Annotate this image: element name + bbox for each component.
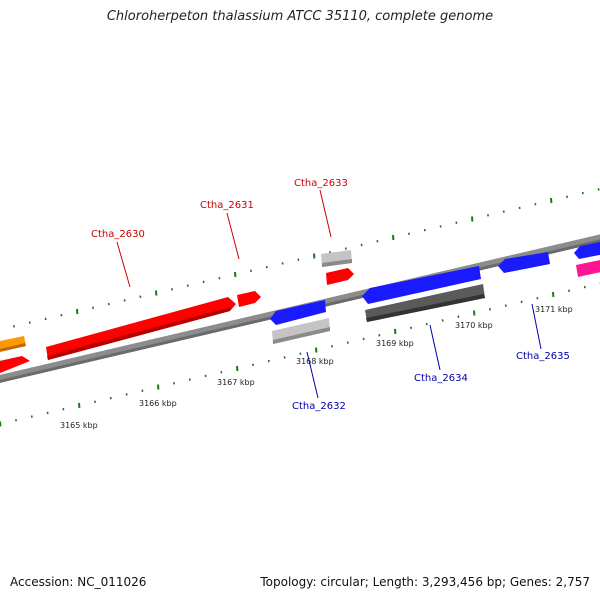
gene-ctha-2631-arrow[interactable]	[237, 291, 261, 307]
gene-label-ctha-2632[interactable]: Ctha_2632	[292, 401, 346, 412]
gene-ctha-2634-arrow[interactable]	[362, 266, 481, 304]
scale-label-3169: 3169 kbp	[376, 339, 414, 348]
gene-label-ctha-2633[interactable]: Ctha_2633	[294, 178, 348, 189]
scale-label-3165: 3165 kbp	[60, 421, 98, 430]
scale-label-3170: 3170 kbp	[455, 321, 493, 330]
gene-ctha-2632-arrow[interactable]	[270, 300, 326, 325]
scale-label-3171: 3171 kbp	[535, 305, 573, 314]
leader-ctha-2633	[319, 189, 332, 238]
gene-label-ctha-2630[interactable]: Ctha_2630	[91, 229, 145, 240]
leader-ctha-2632	[306, 351, 319, 399]
gene-ctha-2632-grey-box-shade	[273, 327, 330, 344]
scale-label-3167: 3167 kbp	[217, 378, 255, 387]
scale-label-3166: 3166 kbp	[139, 399, 177, 408]
gene-ctha-2635-arrow[interactable]	[498, 252, 550, 273]
genome-title: Chloroherpeton thalassium ATCC 35110, co…	[106, 9, 494, 24]
forward-features	[0, 250, 600, 375]
feature-red-partial-left[interactable]	[0, 356, 30, 375]
gene-ctha-2633-arrow[interactable]	[326, 268, 354, 285]
gene-label-ctha-2634[interactable]: Ctha_2634	[414, 373, 468, 384]
gene-labels: Ctha_2630 Ctha_2631 Ctha_2633 Ctha_2632 …	[91, 178, 570, 412]
topology-text: Topology: circular; Length: 3,293,456 bp…	[260, 575, 590, 589]
gene-ctha-2634-dark-box-shade	[366, 294, 485, 322]
leader-ctha-2634	[429, 324, 441, 371]
gene-ctha-2630-arrow-shade	[47, 307, 231, 360]
lower-tick-track	[0, 282, 600, 427]
scale-label-3168: 3168 kbp	[296, 357, 334, 366]
label-leaders	[116, 189, 542, 399]
gene-ctha-2633-grey-box-shade	[322, 259, 352, 267]
feature-pink-partial[interactable]	[576, 258, 600, 277]
leader-ctha-2631	[226, 212, 240, 260]
feature-blue-partial-right[interactable]	[574, 240, 600, 259]
gene-label-ctha-2631[interactable]: Ctha_2631	[200, 200, 254, 211]
accession-text: Accession: NC_011026	[10, 575, 147, 589]
leader-ctha-2630	[116, 241, 131, 288]
leader-ctha-2635	[531, 303, 542, 350]
reverse-features	[270, 240, 600, 344]
gene-label-ctha-2635[interactable]: Ctha_2635	[516, 351, 570, 362]
feature-orange-partial-shade	[0, 343, 26, 352]
scale-labels: 3165 kbp 3166 kbp 3167 kbp 3168 kbp 3169…	[60, 305, 573, 430]
